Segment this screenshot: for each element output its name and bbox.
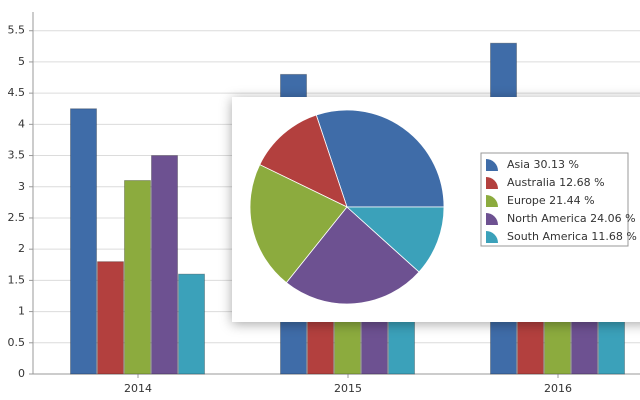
legend-label: Europe 21.44 % [507, 194, 595, 207]
y-tick-label: 0.5 [8, 336, 26, 349]
y-tick-label: 3.5 [8, 149, 26, 162]
legend-swatch [486, 177, 498, 189]
pie-slice [259, 114, 348, 208]
bar [151, 155, 178, 375]
y-tick-label: 5 [18, 55, 25, 68]
bar [97, 261, 124, 375]
y-tick-label: 2 [18, 242, 25, 255]
legend-swatch [486, 195, 498, 207]
bar [70, 108, 97, 375]
pie-slice [249, 164, 348, 284]
y-tick-label: 4 [18, 117, 25, 130]
y-tick-label: 3 [18, 180, 25, 193]
y-tick-label: 5.5 [8, 24, 26, 37]
pie-popup: Asia 30.13 % Australia 12.68 % Europe 21.4… [232, 97, 640, 322]
x-tick-label: 2014 [124, 382, 152, 395]
y-tick-label: 4.5 [8, 86, 26, 99]
legend-label: South America 11.68 % [507, 230, 637, 243]
pie-slice [345, 206, 445, 273]
bar [178, 273, 205, 375]
legend-swatch [486, 231, 498, 243]
pie-slice [315, 109, 445, 208]
y-tick-label: 2.5 [8, 211, 26, 224]
legend-swatch [486, 159, 498, 171]
legend-label: Australia 12.68 % [507, 176, 605, 189]
x-tick-label: 2016 [544, 382, 572, 395]
legend-label: Asia 30.13 % [507, 158, 579, 171]
legend-swatch [486, 213, 498, 225]
bar [124, 180, 151, 375]
pie-slice [285, 206, 420, 305]
y-tick-label: 0 [18, 367, 25, 380]
legend-label: North America 24.06 % [507, 212, 636, 225]
y-tick-label: 1.5 [8, 273, 26, 286]
y-tick-label: 1 [18, 305, 25, 318]
x-tick-label: 2015 [334, 382, 362, 395]
pie-legend [480, 152, 629, 247]
